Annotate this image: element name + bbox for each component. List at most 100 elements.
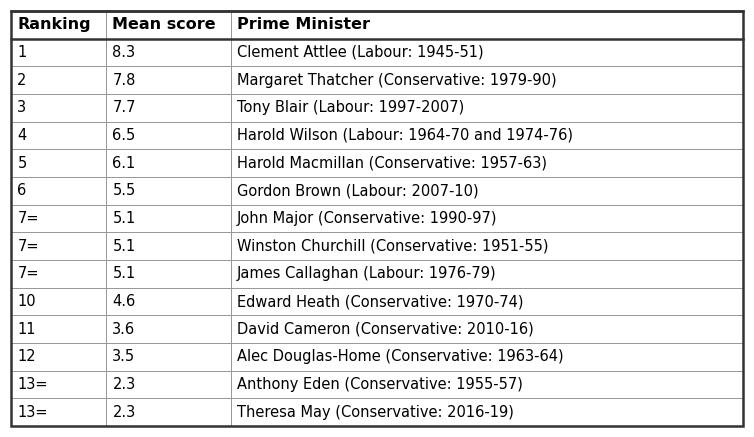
- Text: 5.1: 5.1: [112, 211, 136, 226]
- Bar: [231, 149, 743, 177]
- Bar: [11, 316, 106, 343]
- Bar: [11, 94, 106, 121]
- Text: 7=: 7=: [17, 211, 39, 226]
- Text: 8.3: 8.3: [112, 45, 136, 60]
- Bar: [11, 316, 106, 343]
- Text: Winston Churchill (Conservative: 1951-55): Winston Churchill (Conservative: 1951-55…: [237, 239, 548, 253]
- Bar: [106, 177, 231, 205]
- Bar: [106, 343, 231, 371]
- Bar: [106, 121, 231, 149]
- Bar: [231, 177, 743, 205]
- Bar: [11, 371, 106, 399]
- Bar: [106, 121, 231, 149]
- Bar: [11, 288, 106, 316]
- Text: 11: 11: [17, 322, 36, 336]
- Text: 3: 3: [17, 101, 26, 115]
- Bar: [11, 149, 106, 177]
- Bar: [231, 11, 743, 38]
- Bar: [106, 38, 231, 66]
- Text: 4.6: 4.6: [112, 294, 136, 309]
- Text: Alec Douglas-Home (Conservative: 1963-64): Alec Douglas-Home (Conservative: 1963-64…: [237, 350, 563, 364]
- Text: Prime Minister: Prime Minister: [237, 17, 369, 32]
- Bar: [106, 66, 231, 94]
- Bar: [106, 38, 231, 66]
- Bar: [106, 66, 231, 94]
- Bar: [231, 260, 743, 288]
- Text: Edward Heath (Conservative: 1970-74): Edward Heath (Conservative: 1970-74): [237, 294, 523, 309]
- Bar: [11, 177, 106, 205]
- Bar: [231, 177, 743, 205]
- Text: John Major (Conservative: 1990-97): John Major (Conservative: 1990-97): [237, 211, 497, 226]
- Bar: [106, 371, 231, 399]
- Bar: [11, 177, 106, 205]
- Text: 4: 4: [17, 128, 26, 143]
- Bar: [11, 121, 106, 149]
- Bar: [231, 66, 743, 94]
- Text: Mean score: Mean score: [112, 17, 216, 32]
- Bar: [106, 343, 231, 371]
- Bar: [106, 260, 231, 288]
- Text: 1: 1: [17, 45, 26, 60]
- Bar: [106, 399, 231, 426]
- Text: 2.3: 2.3: [112, 405, 136, 420]
- Bar: [11, 288, 106, 316]
- Bar: [231, 371, 743, 399]
- Bar: [106, 205, 231, 232]
- Text: Harold Macmillan (Conservative: 1957-63): Harold Macmillan (Conservative: 1957-63): [237, 156, 547, 170]
- Bar: [231, 94, 743, 121]
- Bar: [11, 66, 106, 94]
- Text: 6: 6: [17, 184, 26, 198]
- Bar: [11, 260, 106, 288]
- Bar: [231, 232, 743, 260]
- Text: 2: 2: [17, 73, 26, 87]
- Bar: [231, 399, 743, 426]
- Bar: [11, 205, 106, 232]
- Text: 6.1: 6.1: [112, 156, 136, 170]
- Bar: [11, 38, 106, 66]
- Bar: [106, 371, 231, 399]
- Bar: [231, 260, 743, 288]
- Bar: [11, 343, 106, 371]
- Text: James Callaghan (Labour: 1976-79): James Callaghan (Labour: 1976-79): [237, 267, 496, 281]
- Bar: [231, 371, 743, 399]
- Bar: [11, 343, 106, 371]
- Bar: [106, 288, 231, 316]
- Text: Theresa May (Conservative: 2016-19): Theresa May (Conservative: 2016-19): [237, 405, 513, 420]
- Bar: [11, 205, 106, 232]
- Text: Anthony Eden (Conservative: 1955-57): Anthony Eden (Conservative: 1955-57): [237, 377, 523, 392]
- Bar: [106, 260, 231, 288]
- Bar: [231, 316, 743, 343]
- Bar: [11, 399, 106, 426]
- Bar: [106, 288, 231, 316]
- Bar: [106, 316, 231, 343]
- Bar: [231, 343, 743, 371]
- Text: David Cameron (Conservative: 2010-16): David Cameron (Conservative: 2010-16): [237, 322, 534, 336]
- Text: 5.1: 5.1: [112, 239, 136, 253]
- Text: 7=: 7=: [17, 239, 39, 253]
- Bar: [231, 38, 743, 66]
- Text: 13=: 13=: [17, 377, 48, 392]
- Bar: [106, 11, 231, 38]
- Bar: [11, 121, 106, 149]
- Bar: [106, 149, 231, 177]
- Text: 7.7: 7.7: [112, 101, 136, 115]
- Bar: [231, 399, 743, 426]
- Bar: [106, 94, 231, 121]
- Bar: [11, 11, 106, 38]
- Bar: [231, 205, 743, 232]
- Bar: [231, 288, 743, 316]
- Bar: [106, 399, 231, 426]
- Bar: [11, 399, 106, 426]
- Text: 3.5: 3.5: [112, 350, 136, 364]
- Bar: [231, 121, 743, 149]
- Bar: [11, 38, 106, 66]
- Text: Gordon Brown (Labour: 2007-10): Gordon Brown (Labour: 2007-10): [237, 184, 478, 198]
- Text: Clement Attlee (Labour: 1945-51): Clement Attlee (Labour: 1945-51): [237, 45, 483, 60]
- Bar: [106, 94, 231, 121]
- Bar: [106, 232, 231, 260]
- Bar: [231, 316, 743, 343]
- Bar: [231, 343, 743, 371]
- Bar: [106, 205, 231, 232]
- Text: 7=: 7=: [17, 267, 39, 281]
- Bar: [11, 232, 106, 260]
